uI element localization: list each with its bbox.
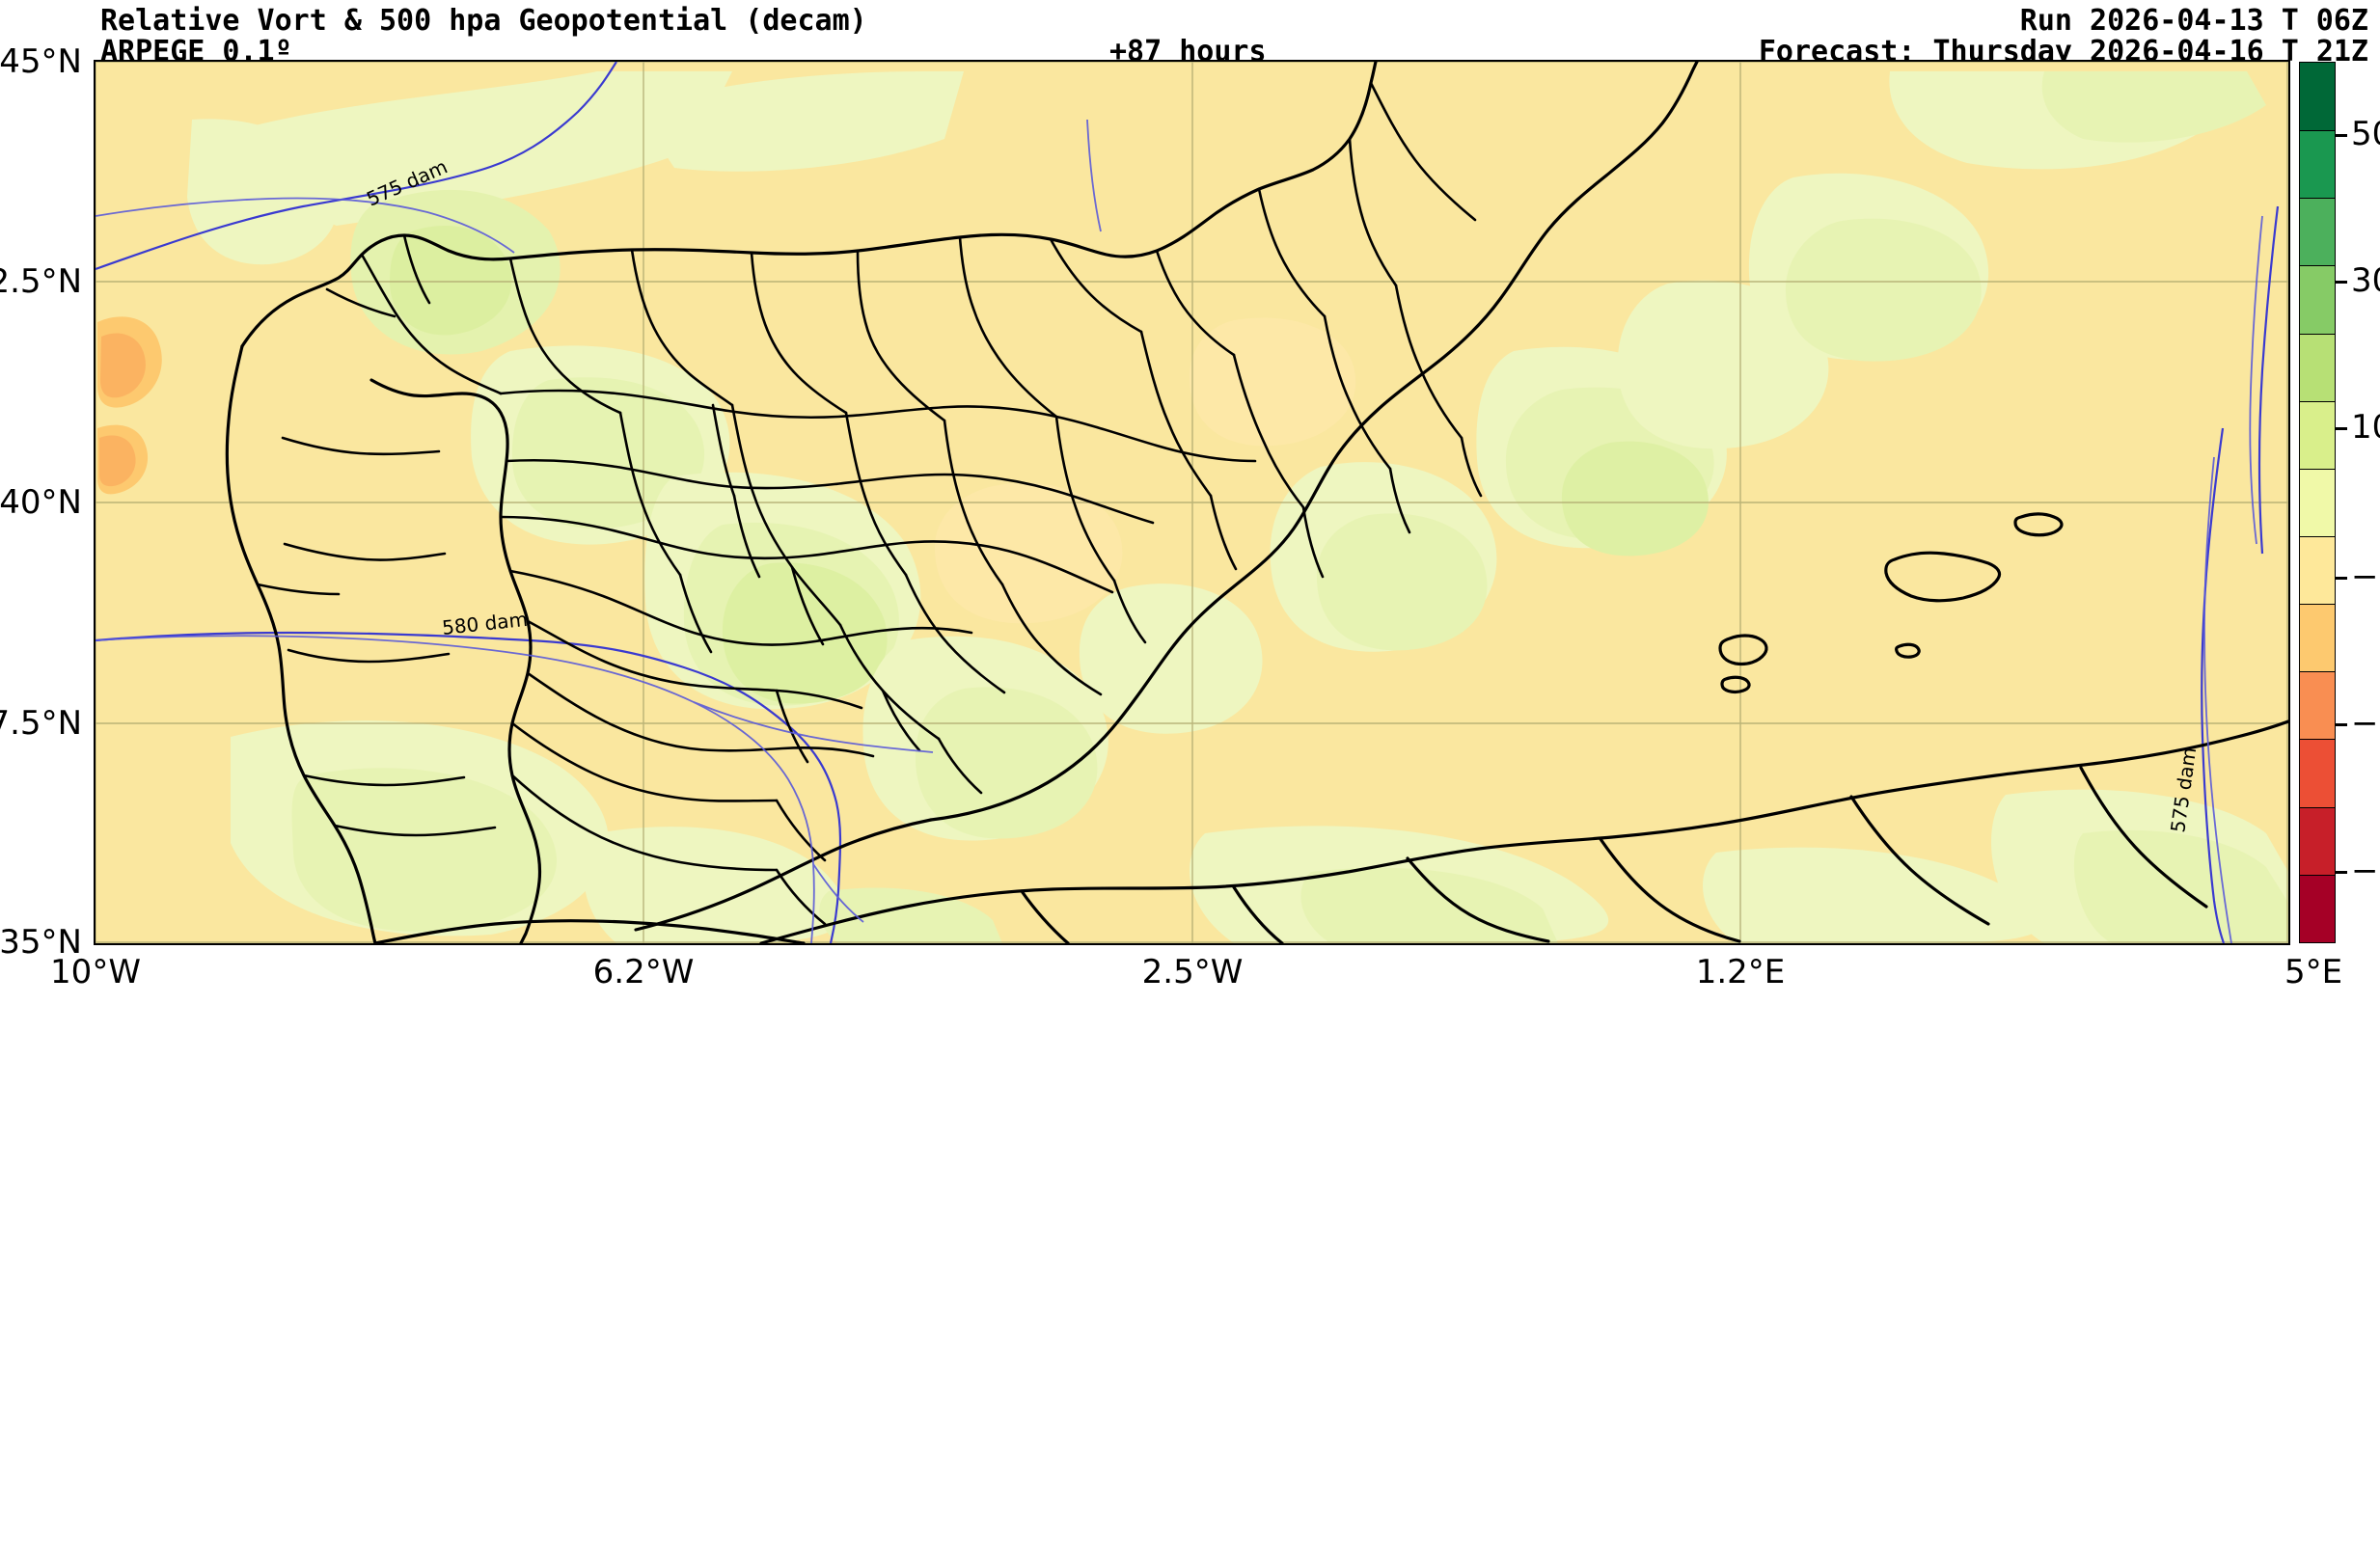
colorbar-tick-m50 <box>2336 871 2347 874</box>
vorticity-shading-layer <box>97 71 2288 943</box>
x-tick-label-2-5w: 2.5°W <box>1141 953 1244 991</box>
coastlines-and-borders <box>225 62 2288 943</box>
x-tick-label-10w: 10°W <box>50 953 141 991</box>
y-tick-label-35n: 35°N <box>0 923 82 962</box>
colorbar-tick-m10 <box>2336 577 2347 580</box>
colorbar-segment <box>2300 333 2335 401</box>
colorbar-tick-30 <box>2336 281 2347 284</box>
x-tick-label-5e: 5°E <box>2284 953 2343 991</box>
colorbar-tick-10 <box>2336 427 2347 430</box>
colorbar-label-30: 30 <box>2351 261 2380 300</box>
colorbar[interactable] <box>2299 62 2336 943</box>
colorbar-segment <box>2300 130 2335 199</box>
y-tick-label-42-5n: 42.5°N <box>0 262 82 301</box>
x-tick-label-1-2e: 1.2°E <box>1695 953 1786 991</box>
model-run-label: Run 2026-04-13 T 06Z <box>2019 4 2368 38</box>
colorbar-segment <box>2300 535 2335 605</box>
colorbar-segment <box>2300 400 2335 469</box>
y-tick-label-45n: 45°N <box>0 42 82 81</box>
colorbar-tick-50 <box>2336 134 2347 137</box>
colorbar-label-m30: −30 <box>2351 704 2380 743</box>
y-tick-label-37-5n: 37.5°N <box>0 704 82 743</box>
colorbar-segment <box>2300 604 2335 672</box>
colorbar-segment <box>2300 468 2335 536</box>
page-title: Relative Vort & 500 hpa Geopotential (de… <box>100 4 867 38</box>
map-canvas: 575 dam 580 dam 575 dam <box>96 62 2288 943</box>
colorbar-tick-m30 <box>2336 723 2347 726</box>
map-plot-area[interactable]: 575 dam 580 dam 575 dam <box>94 60 2290 945</box>
map-gridlines <box>96 62 2288 943</box>
geopotential-contours <box>96 62 2280 943</box>
rivers-layer <box>96 119 2263 943</box>
colorbar-segment <box>2300 198 2335 266</box>
colorbar-segment <box>2300 671 2335 740</box>
colorbar-label-m50: −50 <box>2351 852 2380 890</box>
colorbar-segment <box>2300 265 2335 334</box>
colorbar-label-50: 50 <box>2351 115 2380 153</box>
colorbar-segment <box>2300 874 2335 942</box>
colorbar-segment <box>2300 739 2335 807</box>
colorbar-label-10: 10 <box>2351 408 2380 447</box>
y-tick-label-40n: 40°N <box>0 483 82 522</box>
colorbar-label-m10: −10 <box>2351 557 2380 596</box>
colorbar-segment <box>2300 806 2335 875</box>
x-tick-label-6-2w: 6.2°W <box>592 953 695 991</box>
colorbar-segment <box>2300 63 2335 131</box>
